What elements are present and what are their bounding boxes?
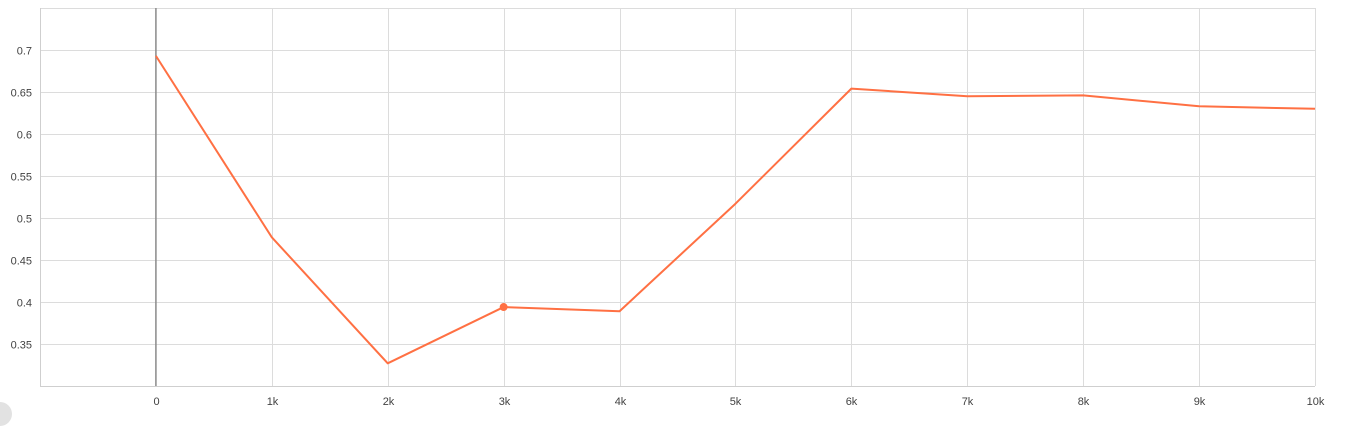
x-tick-label: 0 bbox=[153, 396, 159, 408]
x-tick-label: 8k bbox=[1078, 396, 1090, 408]
y-tick-label: 0.45 bbox=[11, 256, 32, 268]
y-tick-label: 0.7 bbox=[17, 46, 32, 58]
axes bbox=[40, 8, 1315, 387]
x-tick-label: 9k bbox=[1194, 396, 1206, 408]
y-tick-label: 0.35 bbox=[11, 340, 32, 352]
y-tick-label: 0.65 bbox=[11, 88, 32, 100]
y-tick-label: 0.5 bbox=[17, 214, 32, 226]
y-tick-label: 0.6 bbox=[17, 130, 32, 142]
x-tick-labels: 0 1k 2k 3k 4k 5k 6k 7k 8k 9k 10k bbox=[153, 396, 1324, 408]
x-tick-label: 1k bbox=[267, 396, 279, 408]
y-tick-label: 0.55 bbox=[11, 172, 32, 184]
y-tick-labels: 0.35 0.4 0.45 0.5 0.55 0.6 0.65 0.7 bbox=[11, 46, 32, 352]
line-chart: 0.35 0.4 0.45 0.5 0.55 0.6 0.65 0.7 0 1k 2k 3k 4k 5k… bbox=[11, 8, 1325, 408]
highlight-point[interactable] bbox=[499, 303, 508, 312]
y-tick-label: 0.4 bbox=[17, 298, 32, 310]
x-tick-label: 5k bbox=[730, 396, 742, 408]
x-tick-label: 7k bbox=[962, 396, 974, 408]
x-tick-label: 2k bbox=[383, 396, 395, 408]
x-tick-label: 6k bbox=[846, 396, 858, 408]
x-tick-label: 10k bbox=[1307, 396, 1325, 408]
series-line bbox=[155, 55, 1316, 365]
series-layer bbox=[155, 55, 1316, 365]
grid-lines bbox=[40, 8, 1316, 386]
x-tick-label: 4k bbox=[615, 396, 627, 408]
x-tick-label: 3k bbox=[499, 396, 511, 408]
